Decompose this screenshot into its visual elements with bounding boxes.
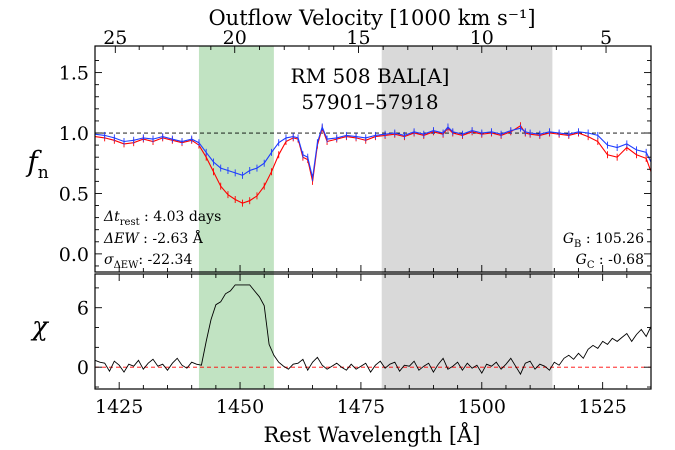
stat-annotation-right-subscript: C [587,260,595,271]
y-tick-label: 1.5 [59,63,89,85]
series-line-blue [94,125,652,178]
data-series [94,122,652,376]
stat-annotation-right-symbol: G [563,231,574,247]
chart-title-line-1: RM 508 BAL[A] [291,64,450,88]
y-axis-label-top: fn [25,145,48,183]
x-axis-label: Rest Wavelength [Å] [263,422,480,447]
stat-annotation-left: ΔEW : -2.63 Å [103,229,204,247]
stat-annotation-left-symbol: σ [104,252,114,268]
bottom-panel-frame [94,273,652,390]
y-axis-label-bottom: χ [30,312,50,342]
reference-lines [95,132,651,368]
chart-title-line-2: 57901–57918 [301,90,438,114]
stat-annotation-left: Δtrest : 4.03 days [103,209,221,228]
top-tick-label: 5 [600,27,612,49]
stat-annotation-left-value: : 4.03 days [140,209,222,225]
stat-annotation-right: GC : -0.68 [576,252,644,271]
y-tick-label: 0 [77,357,89,379]
stat-annotation-left: σΔEW: -22.34 [104,252,192,271]
stat-annotation-left-subscript: rest [120,217,140,228]
top-tick-label: 20 [223,27,247,49]
shaded-regions [198,46,553,389]
top-tick-label: 15 [346,27,370,49]
x-tick-label: 1450 [216,396,264,418]
stat-annotation-left-symbol: ΔEW [103,231,140,247]
stat-annotation-left-subscript: ΔEW [114,260,140,271]
series-line-red [94,125,652,204]
stat-annotation-right-symbol: G [576,252,587,268]
series-line-chi [94,284,652,376]
top-tick-label: 25 [103,27,127,49]
y-tick-label: 1.0 [59,123,89,145]
x-tick-label: 1475 [337,396,385,418]
y-tick-label: 0.5 [59,183,89,205]
axes: 1425 1450 1475 1500 1525 25 20 15 10 5 0.0 0.5 1.0 1.… [59,27,652,418]
top-axis-label: Outflow Velocity [1000 km s⁻¹] [208,6,535,30]
stat-annotation-left-symbol: Δt [103,209,120,225]
stat-annotation-right-value: : 105.26 [581,231,644,247]
stat-annotation-right-value: : -0.68 [594,252,644,268]
stat-annotation-left-value: : -22.34 [138,252,192,268]
x-tick-label: 1425 [95,396,143,418]
y-axis-label-subscript: n [38,163,49,183]
x-tick-label: 1500 [458,396,506,418]
y-tick-label: 0.0 [59,244,89,266]
stat-annotation-right: GB : 105.26 [563,231,644,250]
y-tick-label: 6 [77,298,89,320]
shaded-region-comparison [381,46,553,389]
x-tick-label: 1525 [578,396,626,418]
stat-annotation-right-subscript: B [574,239,581,250]
stat-annotation-left-value: : -2.63 Å [139,229,204,247]
top-tick-label: 10 [470,27,494,49]
top-panel-frame [94,45,652,273]
shaded-region-bal-trough [198,46,274,389]
